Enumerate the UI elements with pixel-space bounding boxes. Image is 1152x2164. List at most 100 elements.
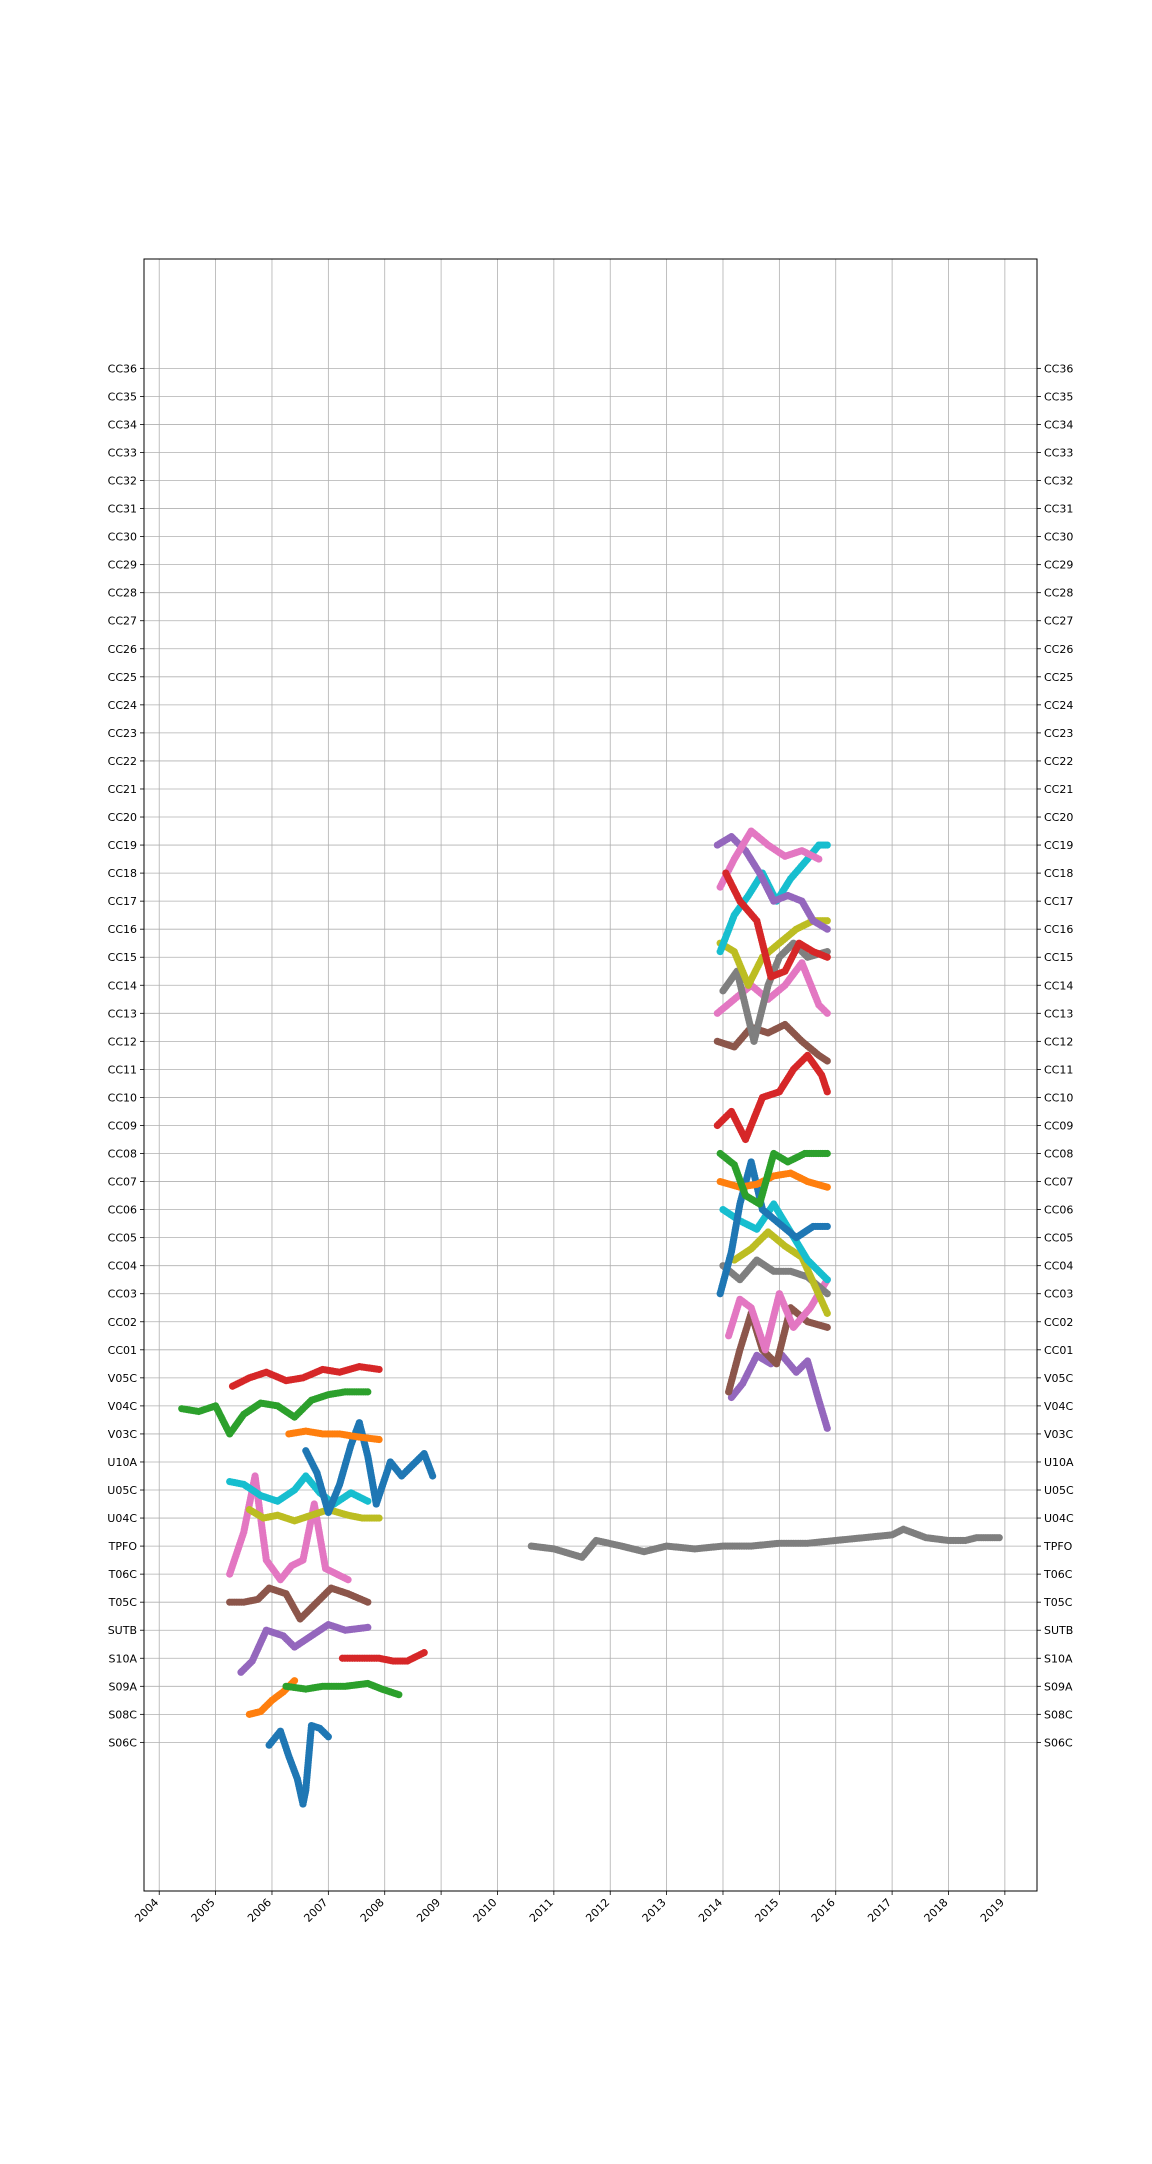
y-tick-label-left: CC27 <box>108 615 137 628</box>
data-point <box>364 1388 372 1396</box>
y-tick-label-right: CC18 <box>1044 867 1073 880</box>
y-tick-label-left: CC29 <box>108 559 137 572</box>
x-tick-label: 2006 <box>245 1896 274 1925</box>
y-tick-label-left: V05C <box>108 1372 138 1385</box>
y-tick-label-right: S09A <box>1044 1680 1073 1693</box>
y-tick-label-left: CC16 <box>108 923 137 936</box>
series-23 <box>713 1051 831 1144</box>
y-tick-label-right: CC16 <box>1044 923 1073 936</box>
y-tick-label-right: CC04 <box>1044 1260 1073 1273</box>
y-tick-label-right: CC24 <box>1044 699 1073 712</box>
series-22 <box>716 1149 831 1208</box>
x-tick-label: 2013 <box>640 1896 669 1925</box>
y-tick-label-left: CC09 <box>108 1119 137 1132</box>
series-2 <box>282 1679 403 1699</box>
y-tick-label-right: CC22 <box>1044 755 1073 768</box>
y-tick-label-right: S08C <box>1044 1708 1073 1721</box>
y-tick-label-left: CC33 <box>108 446 137 459</box>
y-tick-label-left: CC13 <box>108 1007 137 1020</box>
y-tick-label-left: CC25 <box>108 671 137 684</box>
y-tick-label-left: CC36 <box>108 362 137 375</box>
y-tick-label-right: U04C <box>1044 1512 1074 1525</box>
y-tick-label-right: CC06 <box>1044 1204 1073 1217</box>
plot-frame <box>143 258 1038 1892</box>
data-point <box>995 1534 1003 1542</box>
y-tick-label-left: CC22 <box>108 755 137 768</box>
y-tick-label-left: CC06 <box>108 1204 137 1217</box>
x-tick-label: 2012 <box>583 1896 612 1925</box>
y-tick-label-left: CC17 <box>108 895 137 908</box>
data-point <box>823 917 831 925</box>
x-tick-label: 2017 <box>865 1896 894 1925</box>
y-tick-label-left: CC11 <box>108 1063 137 1076</box>
y-tick-label-right: CC20 <box>1044 811 1073 824</box>
y-tick-label-left: CC23 <box>108 727 137 740</box>
data-point <box>290 1677 299 1685</box>
data-point <box>420 1649 428 1657</box>
data-point <box>823 953 831 961</box>
series-14 <box>727 1351 831 1432</box>
data-point <box>429 1472 437 1480</box>
y-tick-label-left: TPFO <box>108 1540 138 1553</box>
y-tick-label-left: CC10 <box>108 1091 137 1104</box>
y-tick-label-right: CC33 <box>1044 446 1073 459</box>
y-tick-label-right: CC32 <box>1044 475 1073 488</box>
data-point <box>375 1514 383 1522</box>
y-tick-label-left: CC05 <box>108 1232 137 1245</box>
y-tick-label-left: T06C <box>108 1568 138 1581</box>
x-tick-label: 2010 <box>471 1896 500 1925</box>
y-tick-label-left: V03C <box>108 1428 138 1441</box>
y-tick-label-left: CC08 <box>108 1148 137 1161</box>
y-tick-label-right: CC34 <box>1044 418 1073 431</box>
data-points <box>178 827 1003 1808</box>
y-tick-label-left: T05C <box>108 1596 138 1609</box>
series-11 <box>285 1427 383 1444</box>
series-12 <box>178 1388 372 1438</box>
y-tick-label-right: CC21 <box>1044 783 1073 796</box>
y-tick-label-left: CC12 <box>108 1035 137 1048</box>
y-tick-label-left: U10A <box>107 1456 137 1469</box>
y-tick-label-right: S06C <box>1044 1736 1073 1749</box>
y-tick-label-left: CC14 <box>108 979 137 992</box>
x-tick-label: 2008 <box>358 1896 387 1925</box>
x-tick-label: 2019 <box>978 1896 1007 1925</box>
series-0 <box>265 1721 332 1808</box>
y-tick-label-right: CC08 <box>1044 1148 1073 1161</box>
y-tick-label-right: S10A <box>1044 1652 1073 1665</box>
x-tick-label: 2009 <box>414 1896 443 1925</box>
y-tick-label-left: CC24 <box>108 699 137 712</box>
y-tick-label-left: CC21 <box>108 783 137 796</box>
y-tick-label-right: CC14 <box>1044 979 1073 992</box>
y-tick-label-left: SUTB <box>108 1624 137 1637</box>
y-tick-label-right: CC11 <box>1044 1063 1073 1076</box>
data-point <box>395 1691 403 1699</box>
y-tick-label-right: CC30 <box>1044 531 1073 544</box>
y-tick-label-left: CC35 <box>108 390 137 403</box>
x-tick-label: 2007 <box>301 1896 330 1925</box>
data-point <box>823 1183 831 1191</box>
y-tick-label-right: U05C <box>1044 1484 1074 1497</box>
y-tick-label-right: T05C <box>1043 1596 1073 1609</box>
y-tick-label-right: V04C <box>1044 1400 1074 1413</box>
data-point <box>364 1497 372 1505</box>
y-tick-label-right: CC26 <box>1044 643 1073 656</box>
y-tick-label-left: CC28 <box>108 587 137 600</box>
series-4 <box>237 1621 372 1676</box>
y-tick-label-left: U05C <box>107 1484 137 1497</box>
x-tick-label: 2015 <box>752 1896 781 1925</box>
data-point <box>823 925 831 933</box>
y-tick-label-left: CC18 <box>108 867 137 880</box>
series-5 <box>226 1584 372 1623</box>
data-point <box>823 841 831 849</box>
y-tick-label-right: CC19 <box>1044 839 1073 852</box>
y-tick-label-right: TPFO <box>1043 1540 1073 1553</box>
data-point <box>823 1424 831 1432</box>
data-point <box>823 1009 831 1017</box>
y-tick-label-right: CC01 <box>1044 1344 1073 1357</box>
y-tick-label-right: CC36 <box>1044 362 1073 375</box>
x-tick-label: 2005 <box>189 1896 218 1925</box>
data-point <box>324 1733 332 1741</box>
y-tick-label-left: CC15 <box>108 951 137 964</box>
data-point <box>823 1290 831 1298</box>
